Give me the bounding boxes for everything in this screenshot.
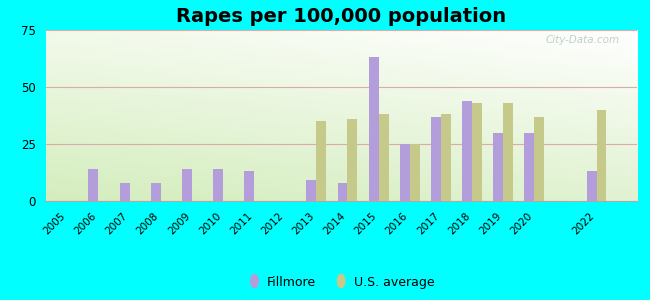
Bar [88, 169, 98, 201]
Bar [244, 171, 254, 201]
Legend: Fillmore, U.S. average: Fillmore, U.S. average [243, 271, 439, 294]
Bar [120, 183, 129, 201]
Bar [493, 133, 503, 201]
Bar [597, 110, 606, 201]
Bar [400, 144, 410, 201]
Bar [151, 183, 161, 201]
Bar [534, 117, 544, 201]
Text: City-Data.com: City-Data.com [545, 35, 619, 45]
Bar [182, 169, 192, 201]
Bar [369, 57, 378, 201]
Bar [586, 171, 597, 201]
Bar [213, 169, 223, 201]
Bar [306, 181, 317, 201]
Bar [503, 103, 513, 201]
Bar [472, 103, 482, 201]
Bar [410, 144, 420, 201]
Bar [462, 101, 472, 201]
Bar [441, 114, 451, 201]
Bar [378, 114, 389, 201]
Title: Rapes per 100,000 population: Rapes per 100,000 population [176, 7, 506, 26]
Bar [431, 117, 441, 201]
Bar [525, 133, 534, 201]
Bar [348, 119, 358, 201]
Bar [337, 183, 348, 201]
Bar [317, 121, 326, 201]
